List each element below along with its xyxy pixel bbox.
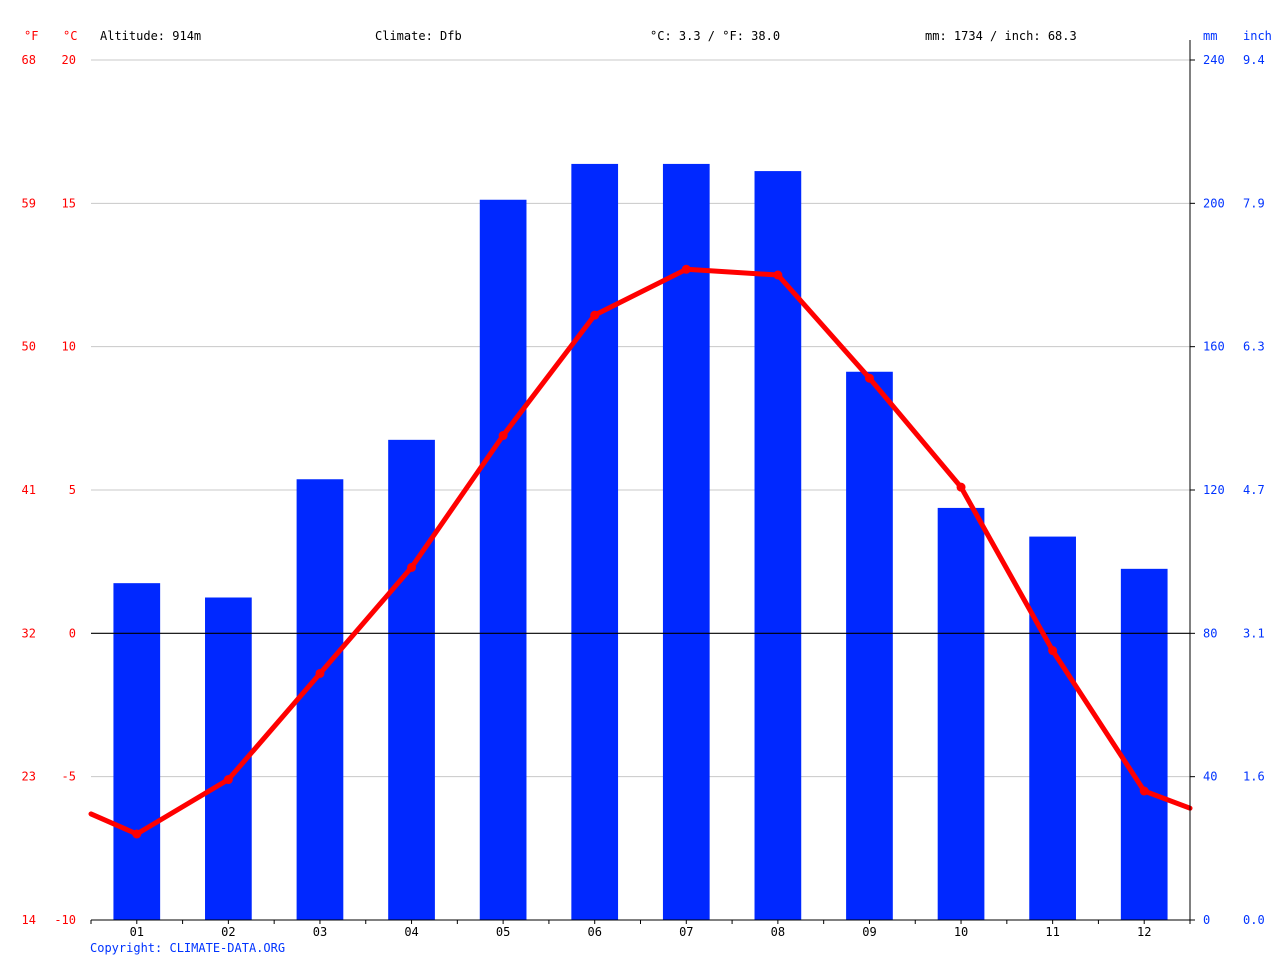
celsius-tick-label: 0 (69, 626, 76, 640)
altitude-label: Altitude: 914m (100, 29, 201, 43)
mm-tick-label: 40 (1203, 770, 1217, 784)
precipitation-bar (479, 199, 527, 920)
month-label: 09 (862, 925, 876, 939)
celsius-tick-label: 20 (62, 53, 76, 67)
total-precipitation-label: mm: 1734 / inch: 68.3 (925, 29, 1077, 43)
inch-tick-label: 6.3 (1243, 340, 1265, 354)
precipitation-bar (1029, 536, 1076, 920)
mm-tick-label: 160 (1203, 340, 1225, 354)
celsius-tick-label: -5 (62, 770, 76, 784)
precipitation-bar (662, 163, 710, 920)
temperature-point (223, 775, 233, 785)
fahrenheit-tick-label: 41 (22, 483, 36, 497)
month-label: 01 (130, 925, 144, 939)
inch-tick-label: 7.9 (1243, 196, 1265, 210)
axes-layer: 68 20 59 15 50 10 41 5 32 0 23 -5 14 -10 240 9.4 200 7.9 1… (22, 40, 1265, 939)
mm-tick-label: 120 (1203, 483, 1225, 497)
fahrenheit-tick-label: 23 (22, 770, 36, 784)
inch-unit-label: inch (1243, 29, 1272, 43)
inch-tick-label: 4.7 (1243, 483, 1265, 497)
inch-tick-label: 0.0 (1243, 913, 1265, 927)
temperature-point (773, 270, 783, 280)
temperature-point (956, 482, 966, 492)
mm-tick-label: 80 (1203, 626, 1217, 640)
fahrenheit-unit-label: °F (24, 29, 38, 43)
temperature-line-path (88, 266, 1193, 837)
month-label: 02 (221, 925, 235, 939)
temperature-line (88, 264, 1193, 839)
month-label: 12 (1137, 925, 1151, 939)
climate-label: Climate: Dfb (375, 29, 462, 43)
month-label: 06 (587, 925, 601, 939)
mm-tick-label: 240 (1203, 53, 1225, 67)
precipitation-bar (388, 439, 435, 920)
temperature-point (1139, 786, 1149, 796)
temperature-point (681, 264, 691, 274)
average-temperature-label: °C: 3.3 / °F: 38.0 (650, 29, 780, 43)
temperature-point (315, 668, 325, 678)
fahrenheit-tick-label: 14 (22, 913, 36, 927)
temperature-point (590, 310, 600, 320)
temperature-point (407, 562, 417, 572)
fahrenheit-tick-label: 68 (22, 53, 36, 67)
celsius-unit-label: °C (63, 29, 77, 43)
precipitation-bar (1120, 568, 1168, 920)
celsius-tick-label: -10 (54, 913, 76, 927)
precipitation-bar (296, 479, 344, 920)
precipitation-bars (113, 163, 1168, 921)
precipitation-bar (937, 507, 985, 920)
celsius-tick-label: 15 (62, 196, 76, 210)
inch-tick-label: 3.1 (1243, 626, 1265, 640)
month-label: 08 (771, 925, 785, 939)
temperature-point (864, 373, 874, 383)
mm-unit-label: mm (1203, 29, 1217, 43)
celsius-tick-label: 5 (69, 483, 76, 497)
month-label: 05 (496, 925, 510, 939)
fahrenheit-tick-label: 32 (22, 626, 36, 640)
mm-tick-label: 200 (1203, 196, 1225, 210)
month-label: 10 (954, 925, 968, 939)
precipitation-bar (113, 583, 161, 920)
grid-layer (91, 59, 1190, 921)
inch-tick-label: 1.6 (1243, 770, 1265, 784)
month-label: 07 (679, 925, 693, 939)
temperature-point (132, 829, 142, 839)
precipitation-bar (846, 371, 893, 920)
celsius-tick-label: 10 (62, 340, 76, 354)
temperature-point (1048, 646, 1058, 656)
mm-tick-label: 0 (1203, 913, 1210, 927)
copyright-label: Copyright: CLIMATE-DATA.ORG (90, 941, 285, 955)
month-label: 03 (313, 925, 327, 939)
temperature-point (498, 431, 508, 441)
inch-tick-label: 9.4 (1243, 53, 1265, 67)
precipitation-bar (754, 171, 802, 921)
precipitation-bar (571, 163, 619, 920)
month-label: 04 (404, 925, 418, 939)
fahrenheit-tick-label: 59 (22, 196, 36, 210)
month-label: 11 (1045, 925, 1059, 939)
fahrenheit-tick-label: 50 (22, 340, 36, 354)
